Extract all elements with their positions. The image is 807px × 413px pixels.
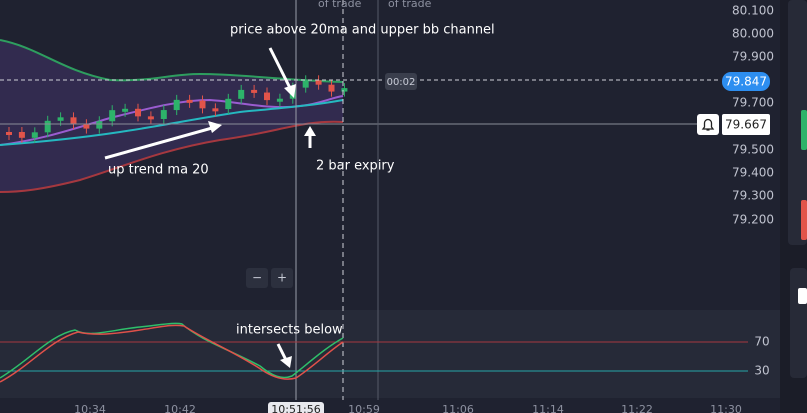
candle	[57, 117, 64, 121]
price-label: 79.900	[732, 50, 774, 64]
time-label: 10:59	[348, 403, 380, 413]
time-label: 11:06	[442, 403, 474, 413]
candle	[70, 117, 77, 125]
cursor-time-box	[268, 402, 324, 413]
annotation: up trend ma 20	[108, 163, 209, 178]
annotation: price above 20ma and upper bb channel	[230, 23, 495, 38]
side-panel-box	[790, 268, 807, 378]
candle	[44, 120, 51, 133]
candle	[302, 80, 309, 88]
sell-button[interactable]	[801, 200, 807, 240]
candle	[238, 89, 245, 99]
price-label: 79.400	[732, 166, 774, 180]
candle	[83, 124, 90, 129]
candle	[18, 132, 25, 138]
oscillator-fast	[0, 322, 344, 379]
candle	[315, 80, 322, 85]
zoom-in-button[interactable]	[271, 268, 293, 288]
arrow	[104, 126, 213, 160]
price-label: 79.700	[732, 96, 774, 110]
buy-button[interactable]	[801, 110, 807, 150]
expiry-note: of trade	[318, 0, 362, 10]
arrowhead	[304, 126, 316, 136]
price-label: 79.300	[732, 189, 774, 203]
candle	[328, 84, 335, 92]
zoom-in[interactable]: +	[277, 271, 287, 285]
price-label: 80.000	[732, 27, 774, 41]
current-price: 79.847	[725, 75, 767, 89]
upper-band	[0, 39, 344, 83]
arrowhead	[280, 356, 292, 368]
alert-price-tag	[722, 114, 770, 135]
alert-price: 79.667	[725, 118, 767, 132]
candle	[135, 108, 141, 117]
candle	[122, 108, 129, 112]
candle	[199, 100, 206, 109]
current-price-tag	[722, 72, 770, 91]
candle	[109, 110, 116, 122]
timer-box	[385, 73, 417, 90]
candle	[264, 92, 270, 101]
candle	[160, 110, 167, 119]
candle	[96, 121, 103, 129]
zoom-out[interactable]: −	[252, 271, 262, 285]
time-label: 10:51:56	[271, 403, 320, 413]
zoom-out-button[interactable]	[246, 268, 268, 288]
timer: 00:02	[387, 77, 416, 88]
candle	[341, 88, 348, 92]
candle	[212, 108, 219, 112]
bollinger-band-fill	[0, 40, 343, 192]
candle	[225, 98, 232, 110]
time-label: 11:22	[621, 403, 653, 413]
alert-button[interactable]	[697, 114, 719, 135]
oscillator-slow	[0, 324, 344, 383]
time-label: 10:42	[164, 403, 196, 413]
candle	[186, 99, 193, 103]
price-label: 79.500	[732, 143, 774, 157]
side-panel-box	[788, 0, 807, 245]
candle	[31, 132, 38, 138]
lower-band	[0, 120, 344, 193]
price-label: 79.200	[732, 213, 774, 227]
oscillator-pane	[0, 310, 780, 398]
price-label: 80.100	[732, 4, 774, 18]
side-toggle[interactable]	[798, 288, 807, 304]
level-label: 30	[754, 364, 769, 378]
time-label: 11:14	[532, 403, 564, 413]
purchase-note: of trade	[388, 0, 432, 10]
time-label: 10:34	[74, 403, 106, 413]
time-label: 11:30	[710, 403, 742, 413]
annotation: 2 bar expiry	[316, 159, 395, 174]
candle	[173, 99, 180, 111]
arrowhead	[284, 84, 296, 98]
ma-20	[0, 99, 344, 146]
candle	[251, 89, 258, 93]
candle	[147, 116, 154, 120]
bell-icon	[701, 118, 715, 131]
arrowhead	[208, 121, 222, 133]
arrow	[276, 343, 288, 361]
candle	[6, 132, 12, 135]
level-label: 70	[754, 335, 769, 349]
arrow	[268, 47, 294, 93]
candle	[276, 98, 283, 102]
annotation: intersects below	[236, 323, 343, 338]
